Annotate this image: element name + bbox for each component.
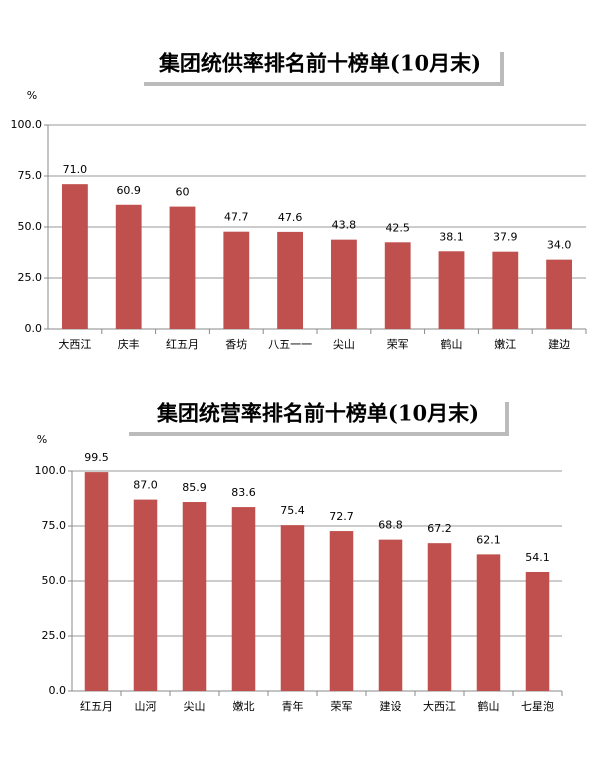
bar [133, 499, 158, 691]
bar [525, 571, 550, 691]
value-label: 71.0 [63, 163, 88, 176]
x-tick-label: 荣军 [331, 700, 353, 713]
x-tick-label: 尖山 [333, 338, 355, 351]
y-axis-unit: % [27, 89, 37, 102]
title-box [125, 398, 505, 432]
value-label: 47.7 [224, 211, 249, 224]
value-label: 67.2 [427, 522, 452, 535]
bar [169, 206, 196, 329]
value-label: 42.5 [385, 221, 410, 234]
value-label: 38.1 [439, 230, 464, 243]
bar [277, 231, 304, 329]
x-tick-label: 荣军 [387, 338, 409, 351]
y-tick-label: 0.0 [25, 322, 43, 335]
chart-title: 集团统供率排名前十榜单(10月末) [158, 51, 481, 76]
x-tick-label: 红五月 [166, 338, 199, 351]
value-label: 34.0 [547, 239, 572, 252]
bar [427, 543, 452, 691]
x-tick-label: 鹤山 [478, 699, 500, 713]
y-tick-label: 25.0 [18, 271, 43, 284]
value-label: 60.9 [116, 184, 141, 197]
value-label: 37.9 [493, 231, 518, 244]
x-tick-label: 尖山 [184, 700, 206, 713]
x-tick-label: 庆丰 [118, 337, 140, 351]
bar [330, 239, 357, 329]
x-tick-label: 山河 [135, 700, 157, 713]
y-axis-unit: % [37, 433, 47, 446]
bar [280, 525, 305, 691]
chart-title: 集团统营率排名前十榜单(10月末) [156, 401, 479, 426]
y-tick-label: 25.0 [42, 629, 67, 642]
y-tick-label: 75.0 [18, 169, 43, 182]
value-label: 87.0 [133, 479, 158, 492]
y-tick-label: 100.0 [11, 118, 43, 131]
y-tick-label: 50.0 [18, 220, 43, 233]
bar [438, 251, 465, 329]
x-tick-label: 八五一一 [268, 338, 312, 351]
y-tick-label: 50.0 [42, 574, 67, 587]
x-tick-label: 鹤山 [441, 337, 463, 351]
x-tick-label: 青年 [282, 699, 304, 713]
value-label: 68.8 [378, 519, 403, 532]
y-tick-label: 0.0 [49, 684, 67, 697]
bar [115, 204, 142, 329]
bar [492, 251, 519, 329]
bar [329, 531, 354, 691]
bar [231, 507, 256, 691]
value-label: 99.5 [84, 451, 109, 464]
value-label: 75.4 [280, 504, 305, 517]
bar [223, 231, 250, 329]
bar [84, 472, 109, 691]
bar [61, 184, 88, 329]
value-label: 47.6 [278, 211, 303, 224]
bar [182, 502, 207, 691]
bar [476, 554, 501, 691]
value-label: 43.8 [332, 219, 357, 232]
x-tick-label: 香坊 [225, 337, 247, 351]
bar [384, 242, 411, 329]
value-label: 54.1 [525, 551, 550, 564]
y-tick-label: 75.0 [42, 519, 67, 532]
value-label: 60 [176, 186, 190, 199]
x-tick-label: 大西江 [58, 337, 91, 351]
value-label: 62.1 [476, 533, 501, 546]
value-label: 83.6 [231, 486, 256, 499]
x-tick-label: 嫩北 [233, 699, 255, 713]
value-label: 72.7 [329, 510, 354, 523]
bar [546, 259, 573, 329]
x-tick-label: 红五月 [80, 700, 113, 713]
y-tick-label: 100.0 [35, 464, 67, 477]
x-tick-label: 建边 [548, 337, 570, 351]
value-label: 85.9 [182, 481, 207, 494]
x-tick-label: 大西江 [423, 699, 456, 713]
x-tick-label: 嫩江 [494, 337, 516, 351]
bar [378, 539, 403, 691]
x-tick-label: 七星泡 [521, 699, 554, 713]
x-tick-label: 建设 [380, 699, 402, 713]
title-box [140, 48, 500, 82]
